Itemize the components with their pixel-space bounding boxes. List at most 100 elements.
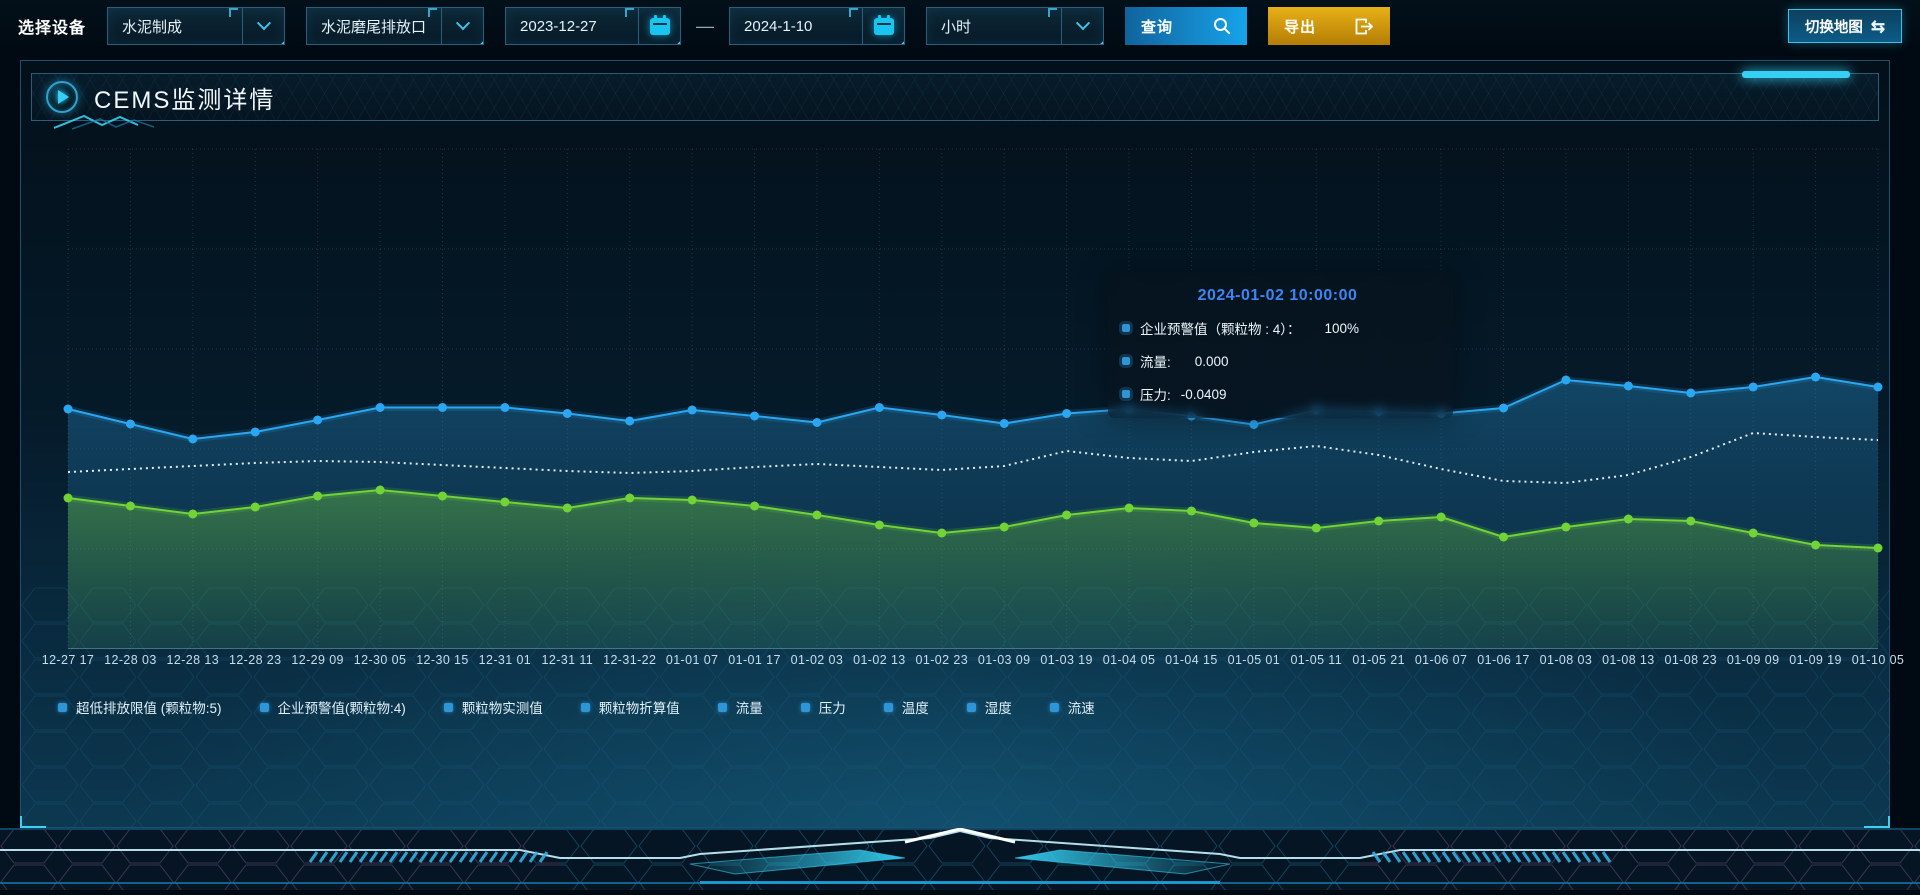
legend-label: 压力 xyxy=(818,701,846,716)
x-axis-label: 01-02 13 xyxy=(853,653,906,667)
series-area-2 xyxy=(68,490,1878,649)
tooltip-item-label: 流量: xyxy=(1140,355,1171,370)
start-date-picker[interactable]: 2023-12-27 xyxy=(505,7,682,45)
x-axis-label: 01-08 13 xyxy=(1602,653,1655,667)
cems-detail-panel: CEMS监测详情 12-27 17 12-28 03 12-28 13 12-28 2… xyxy=(20,60,1904,828)
legend-marker-icon xyxy=(800,702,810,712)
x-axis-label: 12-31 11 xyxy=(541,653,594,667)
interval-select-dropdown-button[interactable] xyxy=(1061,8,1103,44)
legend-marker-icon xyxy=(883,702,893,712)
chart-plot[interactable] xyxy=(63,148,1883,649)
panel-corner-accent xyxy=(1864,816,1890,828)
x-axis-label: 01-06 17 xyxy=(1477,653,1530,667)
tooltip-item-value: -0.0409 xyxy=(1180,386,1227,402)
x-axis-label: 01-01 17 xyxy=(728,653,781,667)
legend-item[interactable]: 湿度 xyxy=(966,697,1012,717)
legend-item[interactable]: 颗粒物折算值 xyxy=(580,697,680,717)
legend-label: 流量 xyxy=(735,701,763,716)
x-axis-label: 12-29 09 xyxy=(291,653,344,667)
legend-marker-icon xyxy=(580,702,590,712)
x-axis-label: 01-08 03 xyxy=(1539,653,1593,667)
x-axis-label: 01-10 05 xyxy=(1851,653,1905,667)
date-range-separator: — xyxy=(696,15,715,36)
chevron-down-icon xyxy=(256,16,271,31)
query-button[interactable]: 查询 xyxy=(1125,7,1248,45)
outlet-select[interactable]: 水泥磨尾排放口 xyxy=(306,7,485,45)
end-date-picker[interactable]: 2024-1-10 xyxy=(729,7,906,45)
query-button-label: 查询 xyxy=(1141,18,1174,36)
x-axis-label: 12-28 13 xyxy=(166,653,220,667)
x-axis-label: 01-09 19 xyxy=(1789,653,1842,667)
interval-select[interactable]: 小时 xyxy=(926,7,1105,45)
x-axis-label: 01-01 07 xyxy=(665,653,719,667)
legend-marker-icon xyxy=(717,702,727,712)
export-button-label: 导出 xyxy=(1284,18,1317,36)
x-axis-label: 12-30 05 xyxy=(353,653,407,667)
tooltip-item: 流量: 0.000 xyxy=(1119,351,1433,371)
legend-marker-icon xyxy=(58,702,67,712)
tooltip-timestamp: 2024-01-02 10:00:00 xyxy=(1197,287,1358,304)
legend-item[interactable]: 颗粒物实测值 xyxy=(443,697,543,717)
end-date-value: 2024-1-10 xyxy=(744,17,813,35)
device-select-value: 水泥制成 xyxy=(122,18,183,36)
x-axis-label: 01-05 11 xyxy=(1290,653,1343,667)
x-axis-label: 01-04 05 xyxy=(1102,653,1156,667)
legend-item[interactable]: 流量 xyxy=(717,697,763,717)
tooltip-item: 企业预警值（颗粒物 : 4）： 100% xyxy=(1119,318,1433,338)
legend-label: 湿度 xyxy=(984,701,1012,716)
title-play-badge xyxy=(46,81,78,113)
footer xyxy=(0,827,1920,890)
legend-item[interactable]: 超低排放限值 (颗粒物:5) xyxy=(58,697,222,717)
chart-legend: 超低排放限值 (颗粒物:5) 企业预警值(颗粒物:4) 颗粒物实测值 颗粒物折算值 流量… xyxy=(38,697,1095,717)
tooltip-item: 压力: -0.0409 xyxy=(1119,384,1433,404)
series-marker-icon xyxy=(1119,321,1133,335)
calendar-icon xyxy=(873,14,894,35)
x-axis: 12-27 17 12-28 03 12-28 13 12-28 23 12-29 09… xyxy=(42,653,1904,673)
series-marker-icon xyxy=(1119,354,1133,368)
start-date-calendar-button[interactable] xyxy=(638,8,680,44)
x-axis-label: 12-28 03 xyxy=(104,653,157,667)
chevron-down-icon xyxy=(455,16,470,31)
line-chart[interactable] xyxy=(63,148,1883,649)
export-icon xyxy=(1355,18,1373,34)
chart-tooltip: 2024-01-02 10:00:00 企业预警值（颗粒物 : 4）： 100% 流… xyxy=(1108,271,1453,418)
footer-decoration xyxy=(0,827,1920,890)
header-zigzag-decoration xyxy=(54,114,155,130)
series-marker-icon xyxy=(1119,387,1133,401)
play-icon xyxy=(58,90,69,104)
start-date-value: 2023-12-27 xyxy=(520,17,597,35)
switch-map-button[interactable]: 切换地图 ⇆ xyxy=(1788,9,1902,43)
export-button[interactable]: 导出 xyxy=(1268,7,1391,45)
calendar-icon xyxy=(649,14,670,35)
legend-item[interactable]: 压力 xyxy=(800,697,846,717)
x-axis-label: 01-08 23 xyxy=(1664,653,1718,667)
interval-select-value: 小时 xyxy=(941,18,972,36)
x-axis-label: 01-02 23 xyxy=(915,653,969,667)
series-line-1 xyxy=(67,432,1879,484)
tooltip-rows: 企业预警值（颗粒物 : 4）： 100% 流量: 0.000 压力: -0.0409 xyxy=(1119,318,1433,404)
select-device-label: 选择设备 xyxy=(18,20,87,37)
legend-marker-icon xyxy=(1049,702,1059,712)
device-select[interactable]: 水泥制成 xyxy=(107,7,286,45)
device-select-dropdown-button[interactable] xyxy=(242,8,284,44)
panel-title: CEMS监测详情 xyxy=(94,86,276,114)
x-axis-label: 12-28 23 xyxy=(228,653,282,667)
outlet-select-value: 水泥磨尾排放口 xyxy=(321,18,427,36)
legend-marker-icon xyxy=(259,702,269,712)
series-line-2 xyxy=(63,485,1883,553)
legend-item[interactable]: 流速 xyxy=(1049,697,1095,717)
x-axis-label: 01-06 07 xyxy=(1414,653,1468,667)
legend-label: 流速 xyxy=(1067,701,1095,716)
legend-item[interactable]: 温度 xyxy=(883,697,929,717)
x-axis-label: 01-03 19 xyxy=(1040,653,1093,667)
swap-arrows-icon: ⇆ xyxy=(1870,16,1886,36)
end-date-calendar-button[interactable] xyxy=(862,8,904,44)
panel-corner-accent xyxy=(20,816,46,828)
legend-marker-icon xyxy=(443,702,453,712)
legend-item[interactable]: 企业预警值(颗粒物:4) xyxy=(259,697,406,717)
legend-label: 颗粒物折算值 xyxy=(598,701,680,716)
x-axis-label: 01-02 03 xyxy=(790,653,844,667)
outlet-select-dropdown-button[interactable] xyxy=(441,8,483,44)
top-toolbar: 选择设备 水泥制成 水泥磨尾排放口 2023-12-27 — 2024-1-10… xyxy=(0,0,1920,52)
search-icon xyxy=(1214,18,1231,35)
